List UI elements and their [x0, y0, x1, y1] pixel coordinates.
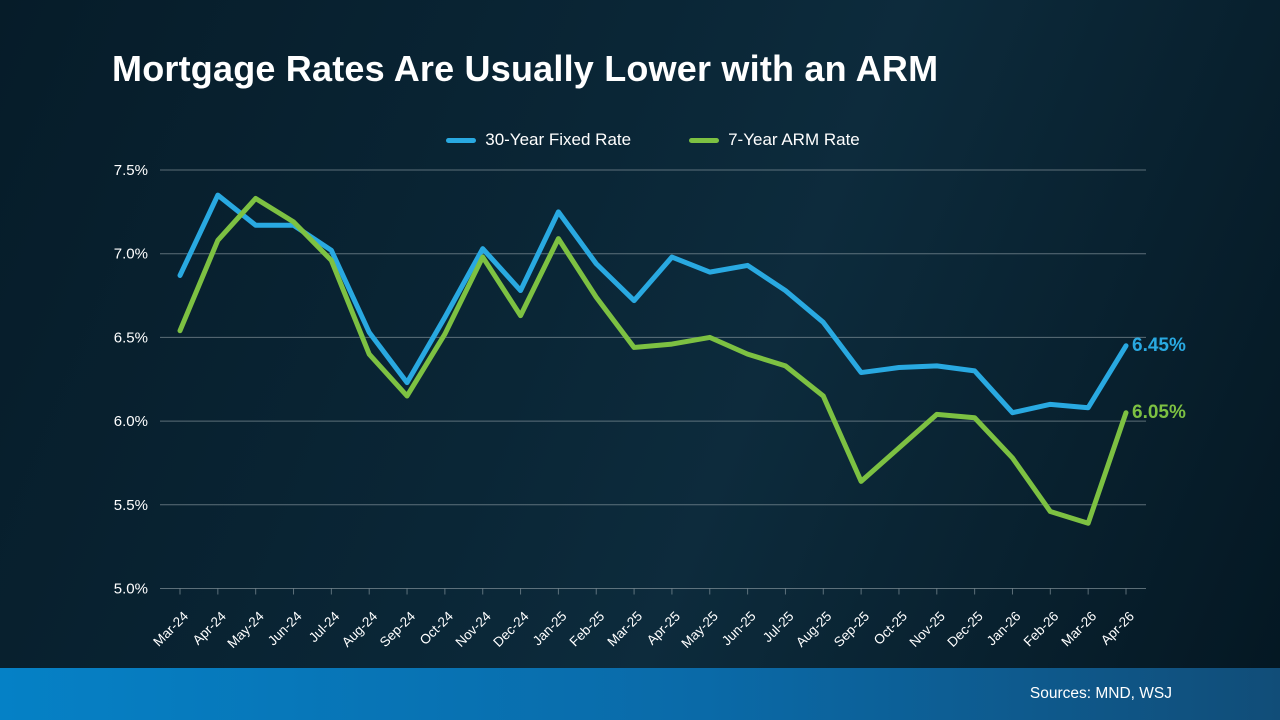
- x-axis-tick-label: Oct-24: [417, 608, 457, 648]
- x-axis-tick-label: Nov-24: [452, 608, 494, 650]
- chart-title: Mortgage Rates Are Usually Lower with an…: [112, 48, 939, 89]
- legend-label: 30-Year Fixed Rate: [485, 130, 632, 149]
- x-axis-tick-label: Apr-24: [190, 608, 230, 648]
- bottom-accent-bar: Sources: MND, WSJ: [0, 668, 1280, 720]
- x-axis-tick-label: Dec-25: [944, 609, 985, 650]
- legend: 30-Year Fixed Rate 7-Year ARM Rate: [160, 130, 1146, 150]
- x-axis-tick-label: May-25: [678, 609, 720, 651]
- x-axis-tick-label: Jun-24: [265, 608, 305, 648]
- legend-label: 7-Year ARM Rate: [728, 130, 860, 149]
- x-axis-tick-label: Aug-24: [339, 608, 381, 650]
- x-axis-tick-label: Nov-25: [907, 609, 948, 650]
- x-axis-tick-label: Jan-25: [530, 609, 570, 649]
- legend-item-30-year-fixed: 30-Year Fixed Rate: [446, 130, 631, 150]
- line-swatch-icon: [689, 137, 720, 143]
- x-axis-tick-label: Jun-25: [719, 609, 759, 649]
- series-line-30-year-fixed-rate: [177, 192, 1129, 416]
- x-axis-tick-label: Sep-24: [377, 608, 419, 650]
- legend-item-7-year-arm: 7-Year ARM Rate: [689, 130, 860, 150]
- x-axis-tick-label: Jan-26: [984, 609, 1024, 649]
- series-end-value-fixed: 6.45%: [1132, 334, 1186, 356]
- x-axis-tick-label: Mar-25: [604, 609, 645, 650]
- x-axis-tick-label: Feb-25: [567, 609, 608, 650]
- y-axis-tick-label: 7.5%: [114, 162, 148, 179]
- y-axis-tick-label: 5.5%: [114, 497, 148, 514]
- x-axis-tick-label: Mar-24: [150, 608, 191, 649]
- x-axis-tick-label: Oct-25: [871, 609, 910, 648]
- y-axis-tick-label: 7.0%: [114, 246, 148, 263]
- series-line-7-year-arm-rate: [177, 195, 1129, 526]
- x-axis-tick-label: May-24: [224, 608, 267, 651]
- x-axis-tick-label: Jul-25: [760, 609, 797, 646]
- x-axis-tick-label: Apr-26: [1098, 609, 1137, 648]
- series-end-value-arm: 6.05%: [1132, 401, 1186, 423]
- x-axis-tick-label: Sep-25: [831, 609, 872, 650]
- line-swatch-icon: [446, 137, 477, 143]
- x-axis-tick-label: Dec-24: [490, 608, 532, 650]
- source-note: Sources: MND, WSJ: [1029, 685, 1172, 702]
- y-axis-tick-label: 5.0%: [114, 581, 148, 598]
- y-axis-tick-label: 6.5%: [114, 329, 148, 346]
- y-axis-tick-label: 6.0%: [114, 413, 148, 430]
- x-axis-tick-label: Feb-26: [1021, 609, 1062, 650]
- x-axis-tick-label: Aug-25: [793, 609, 834, 650]
- x-axis-tick-label: Jul-24: [306, 608, 343, 645]
- x-axis-tick-label: Apr-25: [644, 609, 683, 648]
- rate-line-chart: 7.5%7.0%6.5%6.0%5.5%5.0%Mar-24Apr-24May-…: [114, 162, 1146, 651]
- x-axis-tick-label: Mar-26: [1058, 609, 1099, 650]
